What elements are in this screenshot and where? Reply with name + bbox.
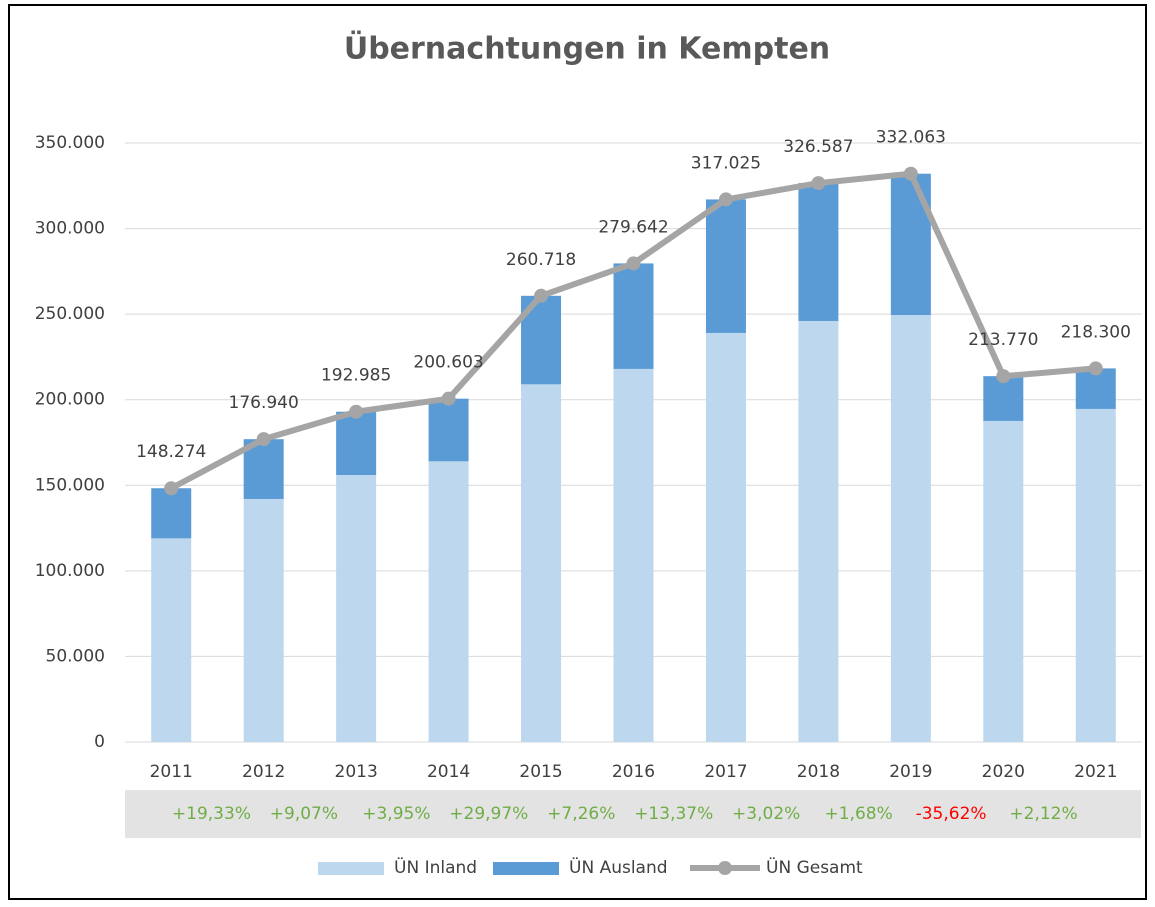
y-tick-label: 200.000: [35, 390, 105, 410]
bar-segment: [1075, 408, 1116, 742]
legend-marker: [718, 861, 732, 875]
legend-swatch: [493, 862, 559, 875]
bar-segment: [798, 320, 839, 742]
x-tick-label: 2021: [1074, 762, 1117, 782]
x-tick-label: 2014: [427, 762, 470, 782]
growth-label: +7,26%: [547, 804, 615, 824]
bar-segment: [613, 368, 654, 742]
x-tick-label: 2015: [519, 762, 562, 782]
bar-segment: [151, 538, 192, 742]
bar-segment: [613, 263, 654, 369]
line-marker: [903, 166, 918, 181]
data-label: 279.642: [598, 217, 668, 237]
y-tick-label: 100.000: [35, 561, 105, 581]
annotation-band: [125, 790, 1141, 838]
y-tick-label: 250.000: [35, 304, 105, 324]
bar-segment: [890, 314, 931, 742]
growth-label: +13,37%: [634, 804, 713, 824]
line-marker: [996, 369, 1011, 384]
growth-label: +19,33%: [172, 804, 251, 824]
x-tick-label: 2017: [704, 762, 747, 782]
y-tick-label: 0: [94, 732, 105, 752]
line-marker: [256, 432, 271, 447]
chart-frame: [8, 4, 1147, 900]
x-tick-label: 2011: [150, 762, 193, 782]
data-label: 218.300: [1061, 322, 1131, 342]
data-label: 332.063: [876, 128, 946, 148]
data-label: 176.940: [229, 393, 299, 413]
growth-label: +3,02%: [732, 804, 800, 824]
x-tick-label: 2012: [242, 762, 285, 782]
growth-label: -35,62%: [916, 804, 987, 824]
legend-label: ÜN Gesamt: [766, 856, 863, 878]
line-marker: [441, 391, 456, 406]
bar-segment: [983, 420, 1024, 742]
growth-label: +29,97%: [449, 804, 528, 824]
data-label: 260.718: [506, 250, 576, 270]
bar-segment: [151, 488, 192, 539]
bar-segment: [705, 199, 746, 333]
growth-label: +3,95%: [362, 804, 430, 824]
data-label: 213.770: [968, 330, 1038, 350]
growth-label: +2,12%: [1009, 804, 1077, 824]
bar-segment: [336, 475, 377, 742]
line-marker: [1088, 361, 1103, 376]
bar-segment: [336, 411, 377, 476]
data-label: 326.587: [783, 137, 853, 157]
data-label: 192.985: [321, 366, 391, 386]
bar-segment: [983, 376, 1024, 421]
bar-segment: [798, 183, 839, 321]
y-tick-label: 350.000: [35, 133, 105, 153]
chart-title: Übernachtungen in Kempten: [344, 30, 830, 67]
x-tick-label: 2019: [889, 762, 932, 782]
legend-swatch: [318, 862, 384, 875]
y-tick-label: 300.000: [35, 219, 105, 239]
legend-label: ÜN Ausland: [569, 856, 668, 878]
data-label: 200.603: [413, 353, 483, 373]
bar-segment: [428, 461, 469, 742]
line-marker: [626, 256, 641, 271]
line-marker: [534, 288, 549, 303]
x-tick-label: 2016: [612, 762, 655, 782]
data-label: 317.025: [691, 153, 761, 173]
line-marker: [164, 481, 179, 496]
growth-label: +1,68%: [825, 804, 893, 824]
growth-label: +9,07%: [270, 804, 338, 824]
bar-segment: [521, 384, 562, 742]
x-tick-label: 2018: [797, 762, 840, 782]
bar-segment: [705, 332, 746, 742]
line-marker: [718, 192, 733, 207]
bar-segment: [243, 498, 284, 742]
x-tick-label: 2013: [335, 762, 378, 782]
legend-label: ÜN Inland: [394, 856, 477, 878]
bar-segment: [890, 173, 931, 315]
line-marker: [349, 404, 364, 419]
y-tick-label: 150.000: [35, 475, 105, 495]
bar-segment: [428, 398, 469, 462]
line-marker: [811, 176, 826, 191]
data-label: 148.274: [136, 442, 206, 462]
x-tick-label: 2020: [982, 762, 1025, 782]
y-tick-label: 50.000: [46, 646, 105, 666]
